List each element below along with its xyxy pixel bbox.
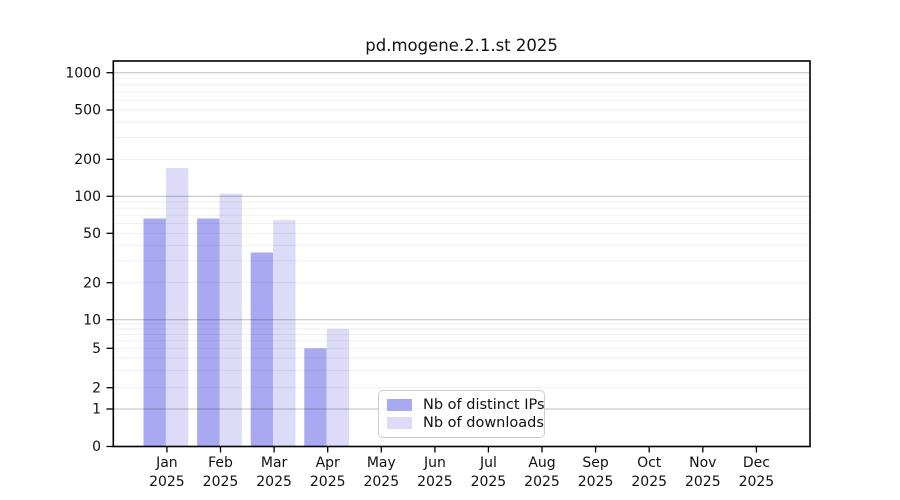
x-tick-label-year: 2025 [256, 474, 292, 490]
bar-feb-distinct-ips [197, 218, 220, 447]
legend: Nb of distinct IPs Nb of downloads [378, 390, 545, 438]
x-tick-label-year: 2025 [578, 474, 614, 490]
x-tick-label-month: Oct [637, 455, 662, 471]
chart-title: pd.mogene.2.1.st 2025 [365, 36, 558, 55]
bar-apr-downloads [326, 328, 350, 447]
y-tick-label: 200 [74, 152, 101, 168]
legend-label-distinct-ips: Nb of distinct IPs [423, 397, 545, 413]
x-tick-label-month: Nov [689, 455, 716, 471]
x-tick-label-month: Jun [423, 455, 446, 471]
legend-label-downloads: Nb of downloads [423, 415, 544, 431]
legend-swatch-distinct-ips-icon [387, 399, 412, 411]
minor-gridlines [113, 77, 810, 389]
x-tick-label-month: Aug [528, 455, 555, 471]
x-tick-label-year: 2025 [739, 474, 775, 490]
x-tick-label-month: Apr [316, 455, 340, 471]
x-tick-label-year: 2025 [685, 474, 721, 490]
plot-border [112, 60, 811, 448]
x-tick-label-month: Mar [261, 455, 288, 471]
bar-mar-downloads [273, 220, 296, 447]
bar-jan-downloads [165, 168, 189, 447]
y-tick-label: 5 [92, 341, 101, 357]
x-tick-label-year: 2025 [524, 474, 560, 490]
x-tick-label-year: 2025 [417, 474, 453, 490]
y-tick-label: 10 [83, 312, 101, 328]
x-tick-label-year: 2025 [310, 474, 346, 490]
y-tick-label: 2 [92, 380, 101, 396]
x-tick-label-year: 2025 [471, 474, 507, 490]
bar-feb-downloads [219, 193, 242, 447]
x-tick-label-year: 2025 [631, 474, 667, 490]
legend-swatch-downloads-icon [387, 417, 412, 429]
legend-item-distinct-ips: Nb of distinct IPs [387, 397, 545, 413]
legend-item-downloads: Nb of downloads [387, 415, 544, 431]
x-tick-label-month: Feb [208, 455, 233, 471]
bar-jan-distinct-ips [143, 218, 166, 447]
x-tick-label-month: Jul [479, 455, 497, 471]
bar-apr-distinct-ips [304, 348, 327, 447]
y-tick-label: 500 [74, 103, 101, 119]
x-tick-label-year: 2025 [203, 474, 239, 490]
x-tick-label-month: Dec [743, 455, 770, 471]
x-tick-label-month: Sep [582, 455, 609, 471]
x-tick-label-year: 2025 [363, 474, 399, 490]
y-tick-label: 100 [74, 189, 101, 205]
bar-mar-distinct-ips [250, 252, 274, 447]
y-tick-label: 0 [92, 439, 101, 455]
y-tick-label: 20 [83, 275, 101, 291]
x-tick-label-year: 2025 [149, 474, 185, 490]
bars-group [143, 168, 350, 447]
x-tick-label-month: May [367, 455, 396, 471]
y-tick-label: 1000 [65, 65, 101, 81]
y-axis: 0 1 2 5 10 20 50 100 200 500 1000 [65, 65, 114, 455]
x-tick-label-month: Jan [155, 455, 178, 471]
y-tick-label: 50 [83, 226, 101, 242]
y-tick-label: 1 [92, 402, 101, 418]
x-axis: Jan 2025 Feb 2025 Mar 2025 Apr 2025 May 2025 Jun 20… [149, 446, 775, 490]
